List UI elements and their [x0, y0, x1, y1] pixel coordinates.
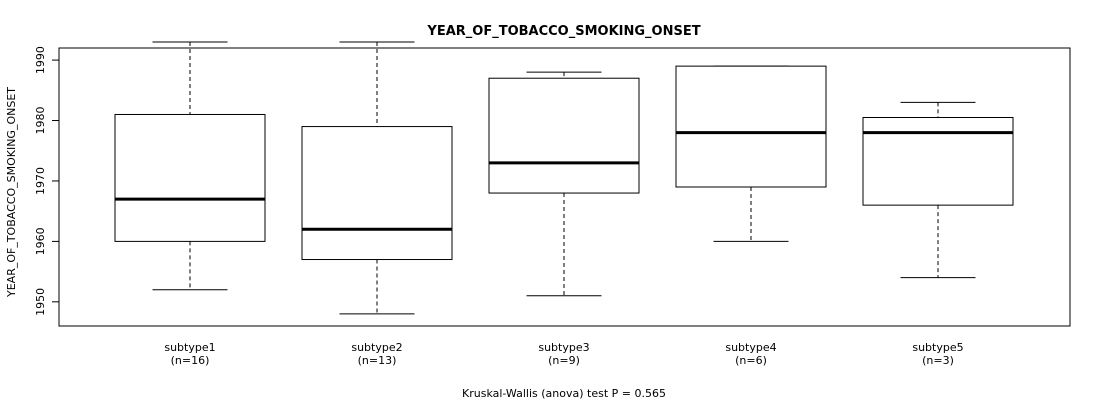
x-tick-count: (n=3) [922, 354, 954, 367]
x-tick-count: (n=9) [548, 354, 580, 367]
x-tick-count: (n=6) [735, 354, 767, 367]
box-subtype3 [488, 71, 640, 297]
y-axis: 1950 1960 1970 1980 1990 [34, 46, 60, 316]
y-tick-label: 1980 [34, 107, 47, 135]
y-axis-label: YEAR_OF_TOBACCO_SMOKING_ONSET [5, 87, 18, 298]
box-subtype4 [675, 65, 827, 242]
x-axis-label: Kruskal-Wallis (anova) test P = 0.565 [462, 387, 666, 400]
iqr-box [488, 77, 640, 194]
y-tick-label: 1970 [34, 167, 47, 195]
iqr-box [301, 126, 453, 261]
boxes-layer [114, 41, 1014, 315]
x-tick-label: subtype2 [351, 341, 402, 354]
x-tick-label: subtype5 [912, 341, 963, 354]
y-tick-label: 1990 [34, 46, 47, 74]
x-axis-labels: subtype1(n=16) subtype2(n=13) subtype3(n=9… [164, 341, 963, 367]
iqr-box [114, 113, 266, 242]
box-subtype5 [862, 101, 1014, 279]
x-tick-label: subtype1 [164, 341, 215, 354]
y-tick-label: 1960 [34, 227, 47, 255]
x-tick-count: (n=16) [171, 354, 210, 367]
iqr-box [675, 65, 827, 188]
x-tick-label: subtype4 [725, 341, 776, 354]
box-subtype2 [301, 41, 453, 315]
x-tick-label: subtype3 [538, 341, 589, 354]
box-subtype1 [114, 41, 266, 291]
x-tick-count: (n=13) [358, 354, 397, 367]
iqr-box [862, 117, 1014, 206]
chart-title: YEAR_OF_TOBACCO_SMOKING_ONSET [426, 24, 700, 39]
y-tick-label: 1950 [34, 288, 47, 316]
